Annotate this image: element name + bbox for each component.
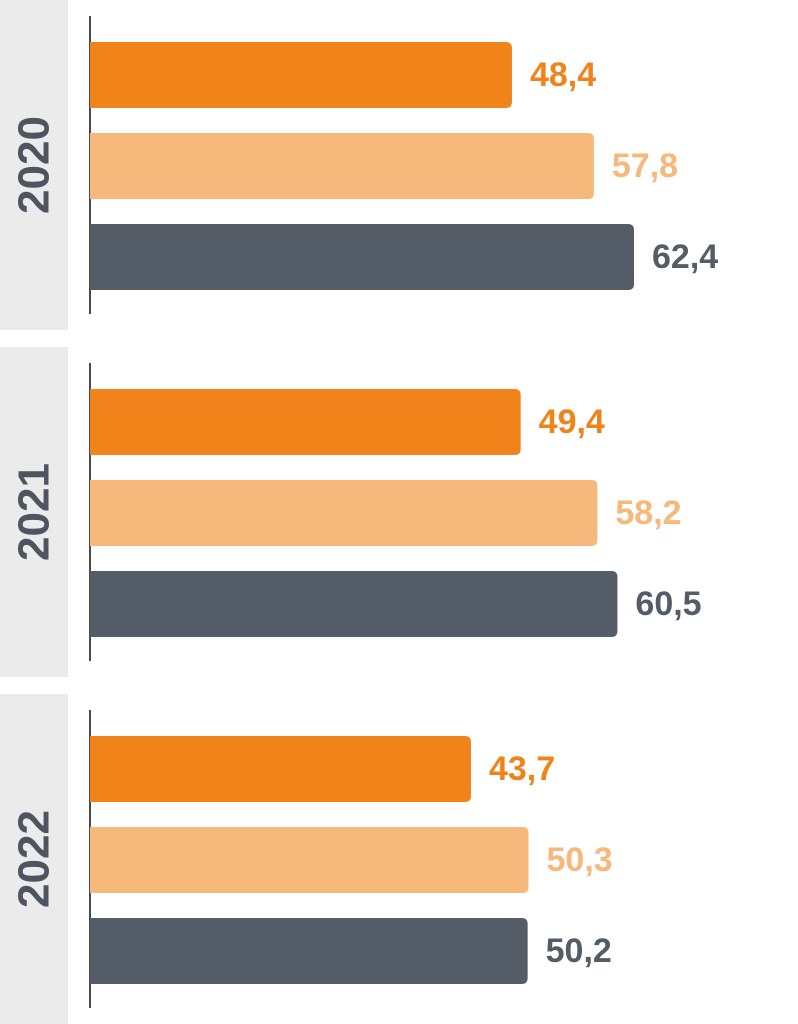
bar — [90, 133, 594, 199]
data-label: 48,4 — [530, 56, 596, 94]
data-label: 50,3 — [547, 841, 613, 879]
bar — [90, 224, 634, 290]
year-band — [0, 0, 68, 330]
year-label: 2021 — [10, 463, 59, 561]
year-band — [0, 694, 68, 1024]
data-label: 50,2 — [546, 932, 612, 970]
bar — [90, 42, 512, 108]
data-label: 62,4 — [652, 238, 718, 276]
data-label: 43,7 — [489, 750, 555, 788]
bar — [90, 389, 521, 455]
year-label: 2022 — [10, 810, 59, 908]
data-label: 57,8 — [612, 147, 678, 185]
bar — [90, 571, 618, 637]
bar — [90, 827, 529, 893]
year-label: 2020 — [10, 116, 59, 214]
bar — [90, 736, 471, 802]
data-label: 58,2 — [615, 494, 681, 532]
data-label: 49,4 — [539, 403, 605, 441]
year-group-2020: 2020 48,4 57,8 62,4 — [0, 0, 718, 330]
data-label: 60,5 — [635, 585, 701, 623]
bar — [90, 918, 528, 984]
year-group-2022: 2022 43,7 50,3 50,2 — [0, 694, 613, 1024]
bar — [90, 480, 598, 546]
year-group-2021: 2021 49,4 58,2 60,5 — [0, 347, 702, 677]
year-band — [0, 347, 68, 677]
